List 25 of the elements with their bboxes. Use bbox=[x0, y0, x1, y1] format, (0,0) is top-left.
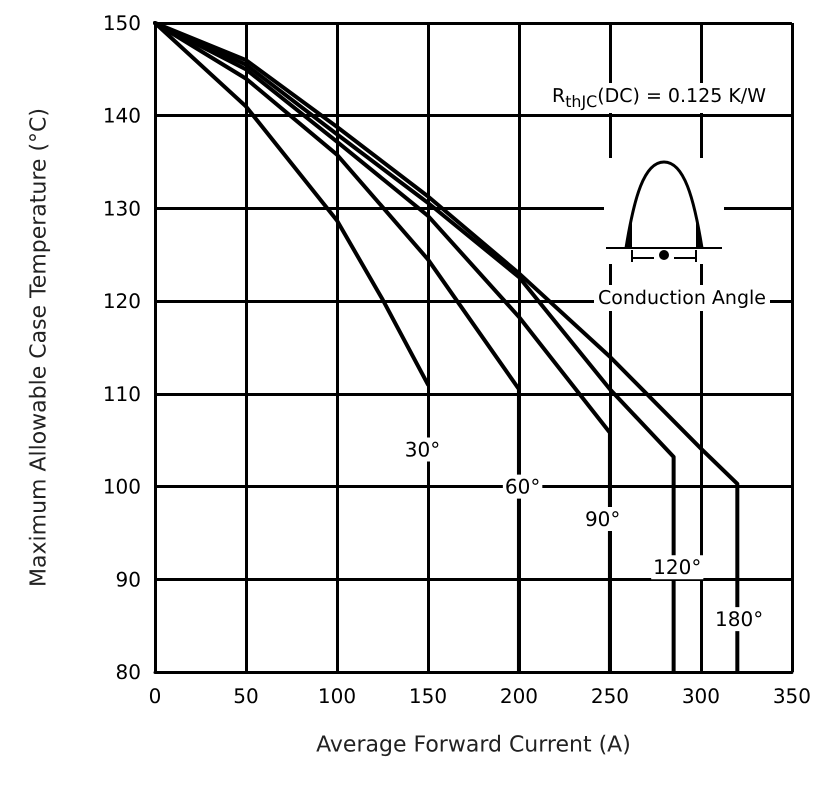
x-tick-label: 200 bbox=[500, 684, 538, 708]
x-axis-title: Average Forward Current (A) bbox=[316, 732, 631, 758]
y-tick-label: 110 bbox=[102, 382, 141, 406]
y-tick-label: 120 bbox=[102, 289, 141, 314]
annotation: 60° bbox=[504, 474, 540, 499]
x-tick-label: 100 bbox=[318, 684, 356, 708]
y-tick-label: 140 bbox=[102, 104, 141, 128]
y-tick-label: 80 bbox=[116, 660, 141, 684]
y-tick-label: 100 bbox=[102, 474, 141, 499]
x-tick-label: 250 bbox=[590, 684, 630, 708]
x-tick-label: 350 bbox=[772, 684, 812, 708]
annotation: 180° bbox=[715, 607, 764, 632]
y-tick-label: 90 bbox=[116, 567, 141, 592]
x-tick-label: 50 bbox=[233, 684, 259, 708]
y-axis-title: Maximum Allowable Case Temperature (°C) bbox=[26, 108, 52, 587]
y-tick-label: 150 bbox=[102, 11, 141, 35]
annotation: 120° bbox=[653, 555, 702, 580]
x-tick-label: 0 bbox=[148, 684, 162, 708]
annotation: 30° bbox=[404, 437, 440, 462]
annotation: Conduction Angle bbox=[594, 285, 770, 311]
x-tick-label: 300 bbox=[682, 684, 720, 708]
y-tick-label: 130 bbox=[102, 196, 141, 220]
annotation: 90° bbox=[584, 507, 620, 532]
x-tick-label: 150 bbox=[408, 684, 448, 708]
annotation: R$_{thJC}$(DC) = 0.125 K/W bbox=[548, 83, 770, 113]
